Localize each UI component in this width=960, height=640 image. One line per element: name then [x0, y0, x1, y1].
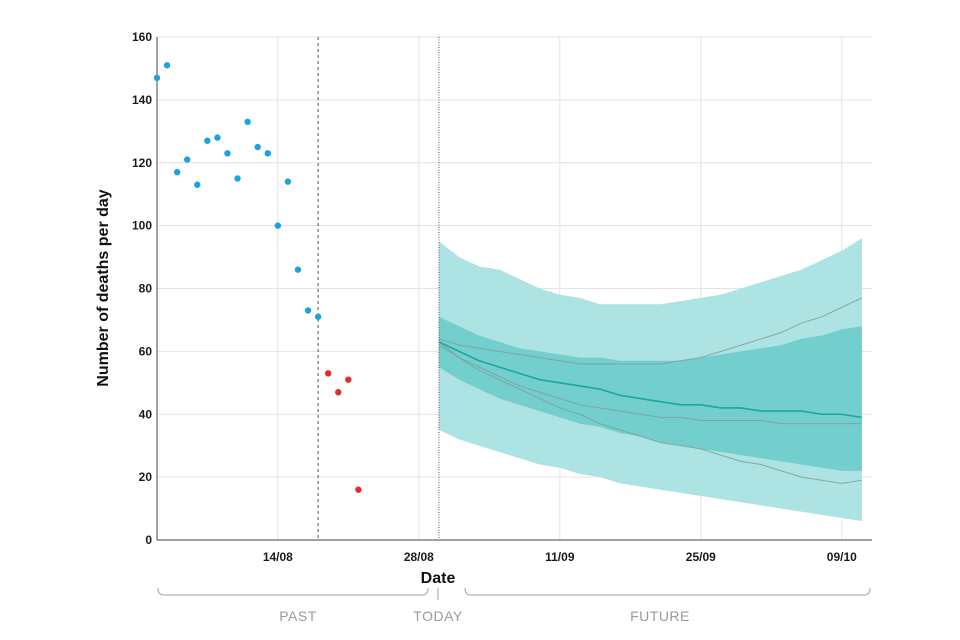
- forecast-lines: [438, 297, 863, 484]
- forecast-scenario-c-line: [438, 341, 863, 484]
- y-tick-label: 0: [145, 533, 152, 547]
- observed-point: [264, 150, 271, 157]
- forecast-scenario-b-line: [438, 344, 862, 425]
- future-bracket: [464, 587, 871, 596]
- observed-point: [284, 178, 292, 185]
- excluded-point: [335, 389, 342, 396]
- excluded-point: [324, 370, 332, 377]
- forecast-bands: [438, 238, 862, 522]
- x-tick-label: 11/09: [545, 550, 575, 564]
- future-label: FUTURE: [630, 608, 690, 624]
- observed-point: [153, 74, 161, 82]
- excluded-point: [345, 376, 352, 383]
- observed-point: [234, 175, 241, 182]
- observed-point: [314, 313, 322, 320]
- observed-point: [254, 143, 261, 151]
- x-tick-label: 28/08: [404, 550, 434, 564]
- x-tick-label: 14/08: [263, 550, 293, 564]
- observed-point: [214, 134, 221, 141]
- observed-point: [163, 62, 171, 69]
- forecast-scenario-a-line: [438, 297, 863, 365]
- forecast-inner-band: [438, 316, 862, 471]
- observed-points: [153, 62, 362, 493]
- observed-point: [224, 150, 231, 157]
- observed-point: [184, 156, 191, 163]
- y-tick-label: 140: [132, 93, 152, 107]
- observed-point: [173, 168, 181, 176]
- y-tick-label: 100: [132, 219, 152, 233]
- observed-point: [294, 266, 302, 273]
- axes: [156, 37, 872, 541]
- y-tick-label: 160: [132, 30, 152, 44]
- excluded-point: [355, 486, 362, 493]
- y-tick-label: 120: [132, 156, 152, 170]
- past-label: PAST: [279, 608, 317, 624]
- y-tick-label: 20: [139, 470, 153, 484]
- observed-point: [304, 307, 312, 314]
- y-tick-label: 80: [139, 282, 153, 296]
- x-tick-label: 25/09: [686, 550, 716, 564]
- y-tick-label: 40: [139, 407, 153, 421]
- y-axis-title: Number of deaths per day: [95, 189, 112, 386]
- phase-brackets: [157, 587, 871, 600]
- past-bracket: [157, 587, 429, 596]
- x-axis-title: Date: [421, 570, 456, 587]
- observed-point: [204, 137, 211, 144]
- x-tick-label: 09/10: [827, 550, 857, 564]
- observed-point: [244, 118, 251, 126]
- tick-labels: 0 20 40 60 80 100 120 140 160 14/08 28/08 11/09 25/0…: [132, 30, 857, 564]
- observed-point: [274, 222, 282, 229]
- today-label: TODAY: [413, 608, 463, 624]
- forecast-median-line: [438, 341, 863, 419]
- observed-point: [194, 181, 201, 188]
- y-tick-label: 60: [139, 344, 153, 358]
